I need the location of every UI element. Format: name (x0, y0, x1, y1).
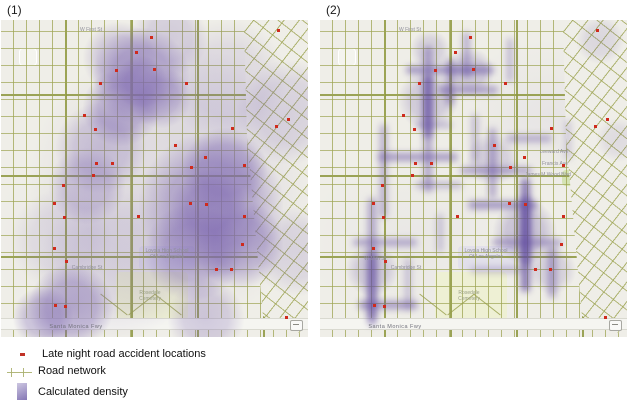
accident-point (550, 127, 553, 130)
accident-point (562, 164, 565, 167)
accident-point (231, 127, 234, 130)
accident-point (230, 268, 233, 271)
accident-point (111, 162, 114, 165)
accident-point (454, 51, 457, 54)
accident-dot-icon (20, 353, 25, 356)
legend-label: Late night road accident locations (42, 348, 206, 360)
accident-point (185, 82, 188, 85)
map-attribution-icon (609, 320, 622, 331)
santa-monica-freeway (320, 318, 627, 330)
accident-point (277, 29, 280, 32)
accident-point (153, 68, 156, 71)
accident-point (204, 156, 207, 159)
accident-point (534, 268, 537, 271)
accident-point (456, 215, 459, 218)
accident-point (402, 114, 405, 117)
map-panel-2: (2) Santa Monica Fwy Rosedale Cemetery Loy… (320, 2, 627, 337)
accident-point (65, 260, 68, 263)
map-attribution-icon (290, 320, 303, 331)
legend-label: Road network (38, 365, 106, 377)
accident-point (604, 316, 607, 319)
accident-point (94, 128, 97, 131)
accident-point (549, 268, 552, 271)
accident-point (54, 304, 57, 307)
accident-point (285, 316, 288, 319)
accident-point (472, 68, 475, 71)
accident-point (382, 216, 385, 219)
accident-point (53, 202, 56, 205)
panel-2-label: (2) (326, 3, 341, 17)
accident-point (64, 305, 67, 308)
accident-point (241, 243, 244, 246)
road-line-icon (7, 368, 32, 377)
density-gradient-icon (17, 383, 27, 400)
accident-point (137, 215, 140, 218)
accident-points-layer (1, 20, 308, 337)
planar-kernel-density-map: Santa Monica Fwy Rosedale Cemetery Loyola … (1, 20, 308, 337)
accident-point (189, 202, 192, 205)
accident-point (562, 215, 565, 218)
accident-point (174, 144, 177, 147)
accident-point (275, 125, 278, 128)
accident-point (150, 36, 153, 39)
accident-point (372, 202, 375, 205)
accident-point (99, 82, 102, 85)
accident-points-layer (320, 20, 627, 337)
legend-label: Calculated density (38, 386, 128, 398)
accident-point (384, 260, 387, 263)
accident-point (383, 305, 386, 308)
accident-point (372, 247, 375, 250)
accident-point (83, 114, 86, 117)
accident-point (434, 69, 437, 72)
accident-point (411, 174, 414, 177)
accident-point (135, 51, 138, 54)
accident-point (414, 162, 417, 165)
accident-point (523, 156, 526, 159)
accident-point (594, 125, 597, 128)
accident-point (509, 166, 512, 169)
accident-point (469, 36, 472, 39)
accident-point (243, 164, 246, 167)
accident-point (92, 174, 95, 177)
accident-point (243, 215, 246, 218)
accident-point (560, 243, 563, 246)
accident-point (413, 128, 416, 131)
panel-1-label: (1) (7, 3, 22, 17)
accident-point (115, 69, 118, 72)
accident-point (287, 118, 290, 121)
accident-point (508, 202, 511, 205)
accident-point (373, 304, 376, 307)
accident-point (504, 82, 507, 85)
map-panel-1: (1) Santa Monica Fwy Rosedale Cemetery Loy… (1, 2, 308, 337)
accident-point (418, 82, 421, 85)
accident-point (95, 162, 98, 165)
accident-point (524, 203, 527, 206)
accident-point (63, 216, 66, 219)
accident-point (493, 144, 496, 147)
accident-point (430, 162, 433, 165)
accident-point (215, 268, 218, 271)
accident-point (381, 184, 384, 187)
accident-point (596, 29, 599, 32)
accident-point (190, 166, 193, 169)
accident-point (205, 203, 208, 206)
accident-point (53, 247, 56, 250)
network-kernel-density-map: Santa Monica Fwy Rosedale Cemetery Loyola … (320, 20, 627, 337)
accident-point (606, 118, 609, 121)
accident-point (62, 184, 65, 187)
